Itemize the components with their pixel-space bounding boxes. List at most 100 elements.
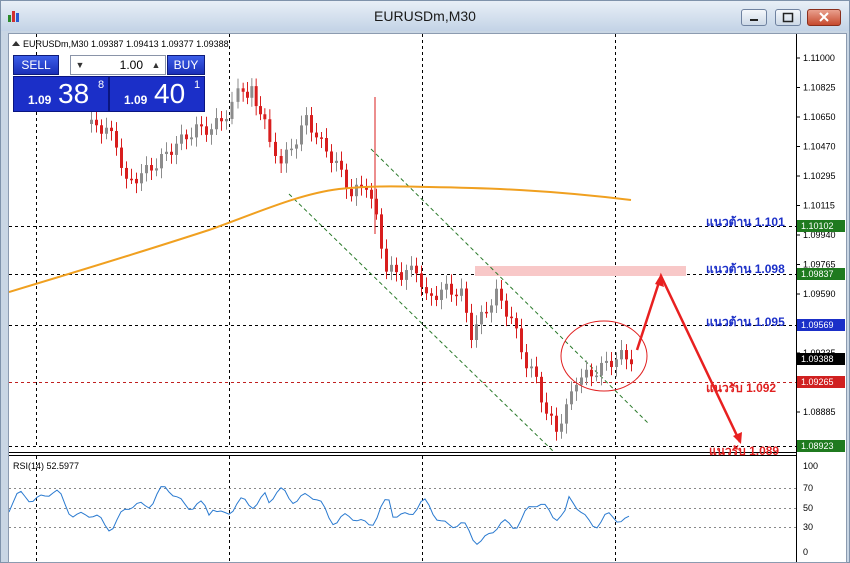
candle-body: [430, 293, 433, 296]
candle-body: [445, 283, 448, 290]
candle-body: [590, 369, 593, 377]
rsi-axis-tick-label: 30: [803, 522, 813, 532]
price-marker-label: 1.09388: [801, 354, 834, 364]
level-label-resistance-1098: แนวต้าน 1.098: [706, 262, 785, 276]
candle-body: [110, 127, 113, 132]
candle-body: [420, 273, 423, 288]
candle-body: [535, 366, 538, 377]
lot-increase-icon[interactable]: ▲: [151, 60, 161, 70]
candle-body: [130, 178, 133, 181]
window-title: EURUSDm,M30: [374, 8, 476, 24]
candle-body: [600, 362, 603, 376]
candle-body: [545, 402, 548, 414]
price-axis-tick-label: 1.09590: [803, 289, 836, 299]
sell-button[interactable]: SELL: [13, 55, 59, 75]
price-chart[interactable]: 1.11000 1.10825 1.10650 1.10470 1.10295 1.101…: [9, 34, 847, 563]
chart-canvas[interactable]: 1.11000 1.10825 1.10650 1.10470 1.10295 1.101…: [8, 33, 847, 563]
candle-body: [305, 115, 308, 126]
candle-body: [125, 167, 128, 179]
chart-app-icon: [8, 11, 19, 22]
buy-button[interactable]: BUY: [167, 55, 205, 75]
buy-price-pip: 1: [194, 79, 201, 91]
candle-body: [145, 165, 148, 174]
price-axis-tick-label: 1.09765: [803, 260, 836, 270]
candle-body: [540, 376, 543, 403]
minimize-button[interactable]: [741, 9, 767, 26]
candle-body: [300, 125, 303, 145]
candlestick-series: [90, 78, 633, 441]
candle-body: [555, 415, 558, 432]
chart-info-arrow-icon: [12, 41, 20, 46]
price-axis-tick-label: 1.10295: [803, 171, 836, 181]
candle-body: [380, 214, 383, 249]
candle-body: [175, 143, 178, 155]
lot-decrease-icon[interactable]: ▼: [75, 60, 85, 70]
candle-body: [268, 119, 272, 142]
candle-body: [560, 423, 563, 432]
buy-price-box[interactable]: 1.09 40 1: [109, 76, 205, 112]
candle-body: [165, 151, 168, 155]
candle-body: [375, 198, 378, 215]
price-marker-box: [797, 268, 845, 280]
candle-body: [550, 413, 553, 416]
price-marker-box: [797, 319, 845, 331]
rsi-axis-tick-label: 70: [803, 483, 813, 493]
candle-body: [425, 287, 428, 294]
price-marker-label: 1.09569: [801, 320, 834, 330]
price-axis-markers: 1.10102 1.09837 1.09569 1.09388 1.09265 1.089…: [797, 220, 845, 452]
close-icon: [819, 12, 829, 22]
rsi-label: RSI(14) 52.5977: [13, 461, 79, 471]
candle-body: [370, 189, 373, 199]
candle-body: [520, 328, 523, 353]
candle-body: [435, 295, 438, 300]
sell-price-main: 38: [58, 78, 90, 109]
candle-body: [241, 88, 245, 92]
level-label-support-1092: แนวรับ 1.092: [706, 381, 776, 395]
buy-price-main: 40: [154, 78, 186, 109]
candle-body: [215, 118, 218, 130]
candle-body: [340, 160, 343, 170]
candle-body: [385, 248, 388, 272]
lot-size-field[interactable]: ▼ 1.00 ▲: [70, 55, 166, 75]
candle-body: [155, 168, 158, 171]
sell-price-box[interactable]: 1.09 38 8: [13, 76, 109, 112]
price-marker-label: 1.10102: [801, 221, 834, 231]
candle-body: [225, 118, 228, 122]
candle-body: [220, 118, 223, 122]
candle-body: [315, 132, 318, 138]
candle-body: [485, 311, 488, 314]
candle-body: [250, 86, 254, 98]
candle-body: [185, 134, 188, 140]
candle-body: [400, 272, 403, 280]
rsi-axis-tick-label: 50: [803, 503, 813, 513]
candle-body: [210, 129, 213, 135]
candle-body: [460, 288, 463, 296]
candle-body: [455, 294, 458, 297]
candle-body: [405, 270, 408, 280]
candle-body: [505, 300, 508, 317]
candle-body: [290, 148, 293, 151]
close-button[interactable]: [807, 9, 841, 26]
lot-size-value[interactable]: 1.00: [119, 58, 143, 72]
candle-body: [95, 119, 98, 126]
price-marker-box: [797, 376, 845, 388]
maximize-button[interactable]: [775, 9, 801, 26]
candle-body: [360, 184, 363, 188]
candle-body: [120, 147, 123, 168]
price-axis-tick-label: 1.10825: [803, 83, 836, 93]
minimize-icon: [750, 19, 758, 21]
candle-body: [180, 134, 183, 144]
chart-info: EURUSDm,M30 1.09387 1.09413 1.09377 1.09…: [23, 39, 229, 49]
title-bar: EURUSDm,M30: [1, 1, 849, 31]
candle-body: [200, 124, 203, 127]
candle-body: [515, 318, 518, 329]
candle-body: [295, 144, 298, 149]
buy-price-prefix: 1.09: [124, 93, 148, 107]
candle-body: [140, 173, 143, 184]
one-click-trading-panel: SELL ▼ 1.00 ▲ BUY 1.09 38 8 1.09 40 1: [13, 55, 205, 112]
candle-body: [160, 154, 163, 169]
candle-body: [395, 264, 398, 273]
candle-body: [610, 360, 613, 368]
rsi-axis-tick-label: 100: [803, 461, 818, 471]
